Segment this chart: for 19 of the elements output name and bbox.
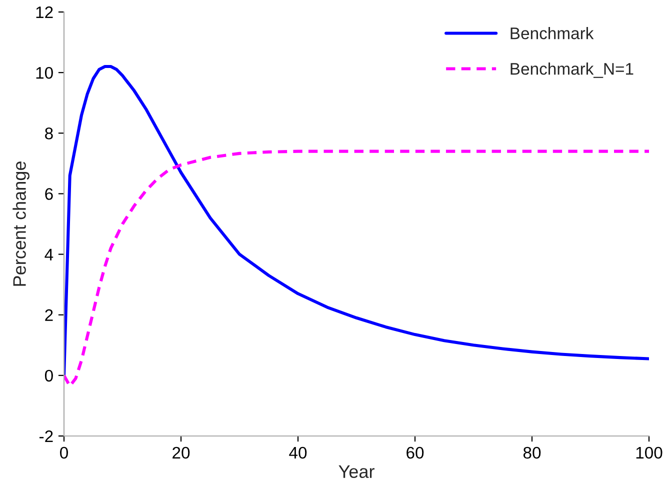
x-axis-title: Year: [338, 465, 374, 478]
y-tick-label: 8: [45, 128, 53, 140]
y-tick-label: -2: [40, 430, 53, 442]
y-tick-label: 6: [45, 188, 53, 200]
x-tick-label: 60: [406, 446, 424, 459]
y-tick-label: 10: [36, 66, 53, 79]
x-tick-label: 40: [289, 446, 307, 459]
legend-label: Benchmark: [510, 27, 594, 40]
y-tick-label: 12: [36, 6, 53, 18]
line-series: [64, 64, 649, 377]
y-axis-title: Percent change: [12, 162, 30, 286]
y-tick-label: 0: [44, 370, 53, 382]
x-tick-label: 20: [172, 446, 190, 459]
y-tick-label: 4: [44, 248, 54, 260]
x-tick-label: 0: [60, 446, 68, 459]
x-tick-label: 100: [636, 446, 662, 459]
y-tick-label: 2: [45, 309, 53, 321]
legend-label: Benchmark_N=1: [510, 62, 634, 78]
x-tick-label: 80: [523, 446, 541, 459]
